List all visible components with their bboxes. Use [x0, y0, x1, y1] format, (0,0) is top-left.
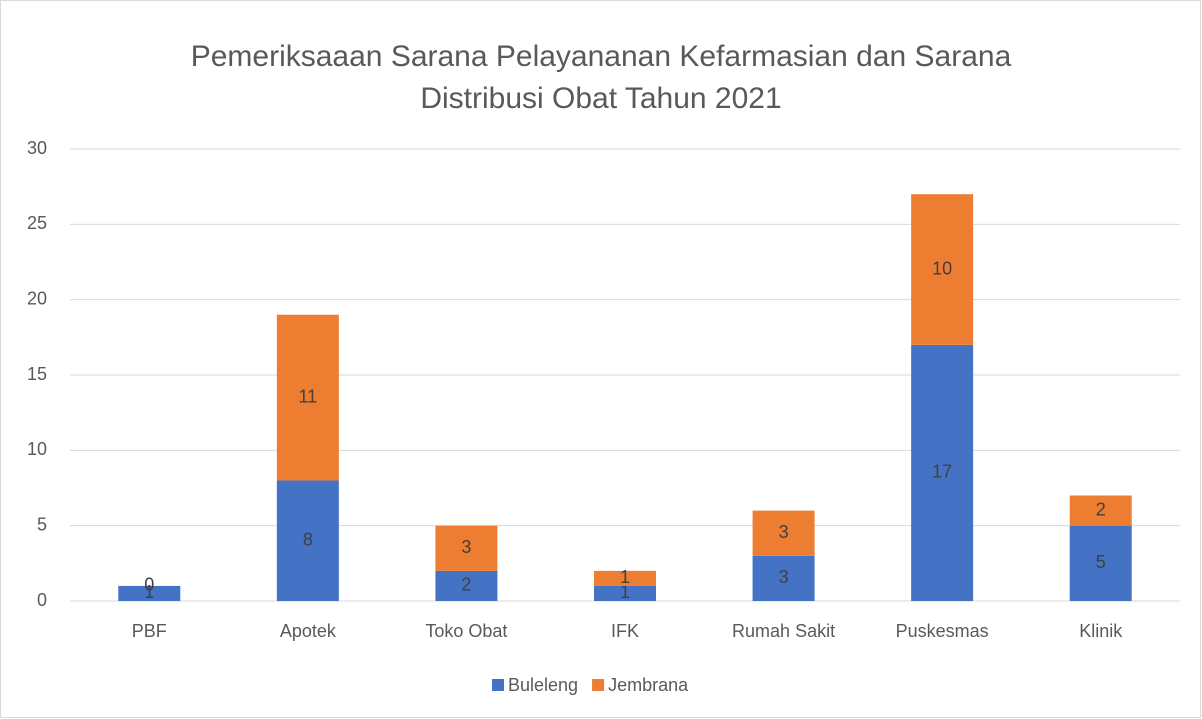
- legend-swatch: [492, 679, 504, 691]
- y-tick-label: 0: [37, 590, 47, 610]
- bar-segment: [1069, 525, 1132, 601]
- bar-segment: [118, 585, 181, 601]
- data-label: 10: [932, 258, 952, 278]
- y-tick-label: 5: [37, 514, 47, 534]
- bar-segment: [435, 525, 498, 571]
- bar-segment: [276, 480, 339, 601]
- data-label: 1: [144, 582, 154, 602]
- x-tick-label: Rumah Sakit: [732, 621, 835, 641]
- x-tick-label: Klinik: [1079, 621, 1123, 641]
- bar-segment: [911, 194, 974, 345]
- data-label: 3: [461, 537, 471, 557]
- bar-segment: [1069, 495, 1132, 526]
- bar-segment: [594, 570, 656, 586]
- y-tick-label: 15: [27, 364, 47, 384]
- y-tick-label: 25: [27, 213, 47, 233]
- bar-segment: [752, 510, 815, 556]
- y-tick-label: 30: [27, 138, 47, 158]
- bar-segment: [435, 570, 498, 601]
- legend-label: Buleleng: [508, 675, 578, 695]
- chart-title: Distribusi Obat Tahun 2021: [420, 82, 781, 115]
- chart-title: Pemeriksaaan Sarana Pelayananan Kefarmas…: [191, 40, 1012, 73]
- x-tick-label: Toko Obat: [425, 621, 507, 641]
- bar-segment: [276, 314, 339, 481]
- data-label: 5: [1096, 552, 1106, 572]
- bar-segment: [594, 585, 656, 601]
- data-label: 17: [932, 462, 952, 482]
- legend-label: Jembrana: [608, 675, 689, 695]
- data-label: 2: [461, 575, 471, 595]
- data-label: 0: [144, 575, 154, 595]
- y-tick-label: 10: [27, 439, 47, 459]
- data-label: 11: [299, 386, 318, 406]
- x-tick-label: IFK: [611, 621, 639, 641]
- data-label: 1: [620, 582, 630, 602]
- bar-segment: [752, 555, 815, 601]
- y-tick-label: 20: [27, 288, 47, 308]
- legend-swatch: [592, 679, 605, 691]
- x-tick-label: Apotek: [280, 621, 337, 641]
- data-label: 2: [1096, 499, 1106, 519]
- data-label: 3: [779, 567, 789, 587]
- data-label: 8: [303, 529, 313, 549]
- data-label: 3: [779, 522, 789, 542]
- data-label: 1: [620, 567, 630, 587]
- x-tick-label: PBF: [132, 621, 167, 641]
- x-tick-label: Puskesmas: [896, 621, 989, 641]
- bar-segment: [911, 344, 974, 601]
